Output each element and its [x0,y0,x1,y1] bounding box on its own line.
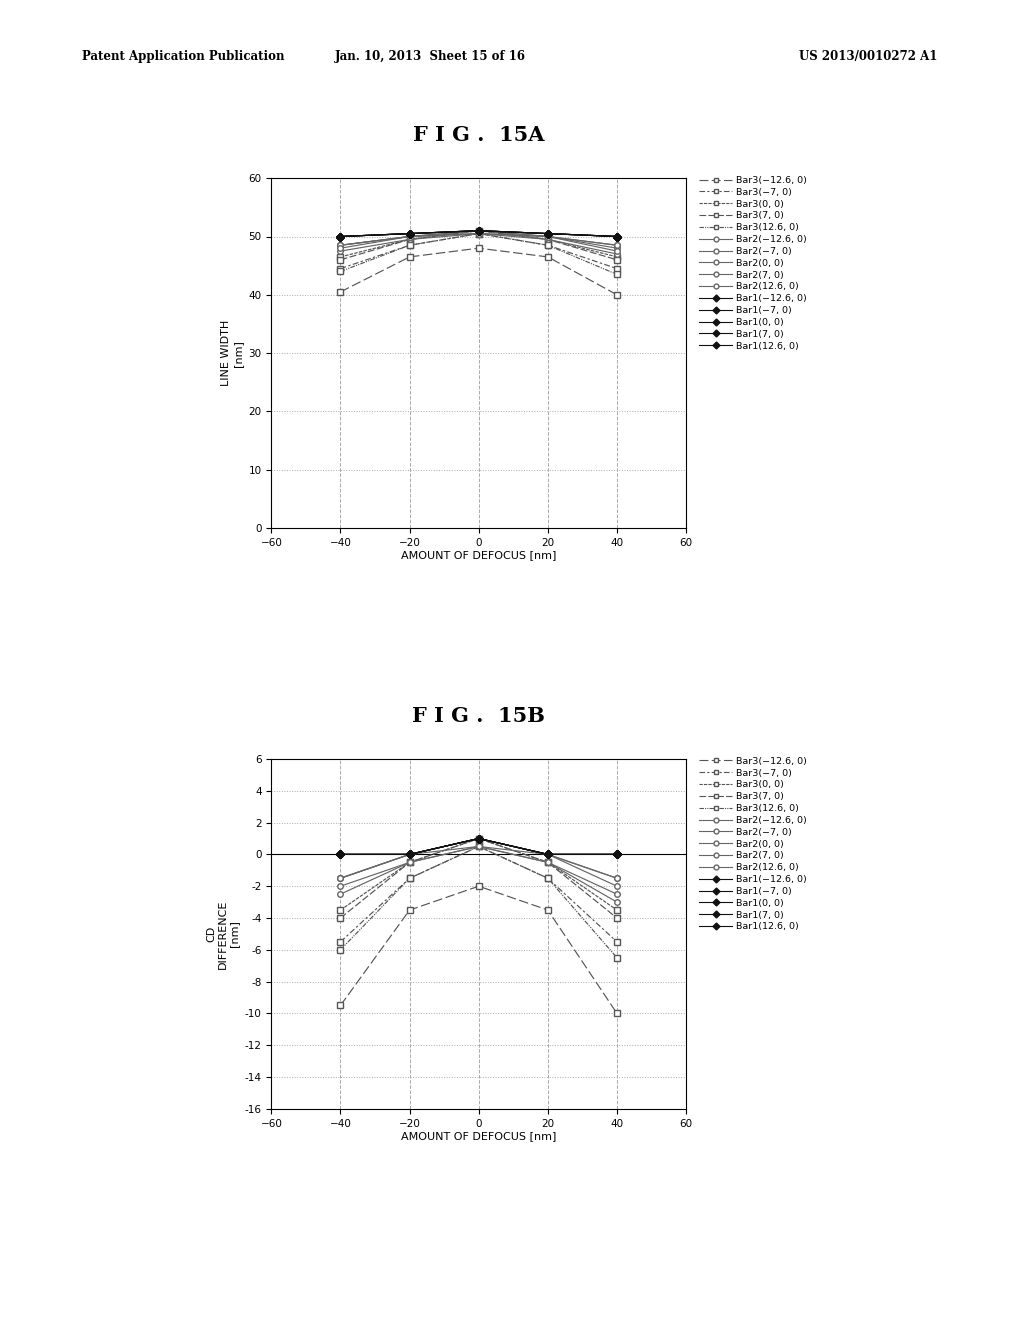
X-axis label: AMOUNT OF DEFOCUS [nm]: AMOUNT OF DEFOCUS [nm] [401,1131,556,1142]
Y-axis label: LINE WIDTH
[nm]: LINE WIDTH [nm] [221,319,243,387]
Y-axis label: CD
DIFFERENCE
[nm]: CD DIFFERENCE [nm] [206,899,239,969]
Legend: Bar3(−12.6, 0), Bar3(−7, 0), Bar3(0, 0), Bar3(7, 0), Bar3(12.6, 0), Bar2(−12.6, : Bar3(−12.6, 0), Bar3(−7, 0), Bar3(0, 0),… [699,756,807,932]
Text: Patent Application Publication: Patent Application Publication [82,50,285,63]
Text: Jan. 10, 2013  Sheet 15 of 16: Jan. 10, 2013 Sheet 15 of 16 [335,50,525,63]
Text: F I G .  15A: F I G . 15A [413,125,545,145]
Legend: Bar3(−12.6, 0), Bar3(−7, 0), Bar3(0, 0), Bar3(7, 0), Bar3(12.6, 0), Bar2(−12.6, : Bar3(−12.6, 0), Bar3(−7, 0), Bar3(0, 0),… [699,176,807,351]
Text: F I G .  15B: F I G . 15B [413,706,545,726]
Text: US 2013/0010272 A1: US 2013/0010272 A1 [799,50,937,63]
X-axis label: AMOUNT OF DEFOCUS [nm]: AMOUNT OF DEFOCUS [nm] [401,550,556,561]
